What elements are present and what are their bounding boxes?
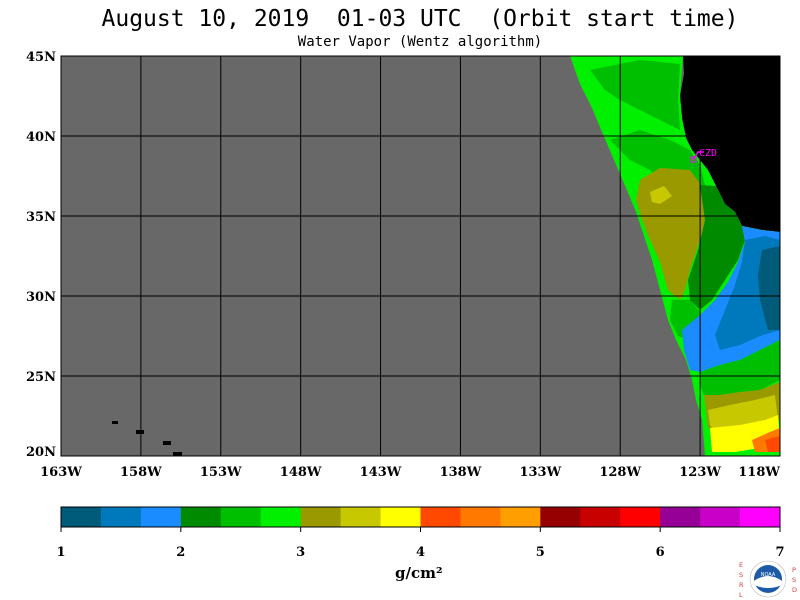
water-vapor-swath — [570, 56, 780, 456]
logo-letter-d: D — [792, 586, 797, 594]
lat-label: 25N — [26, 370, 56, 385]
colorbar-swatch — [180, 507, 222, 527]
map-subtitle: Water Vapor (Wentz algorithm) — [297, 34, 543, 50]
lat-label: 20N — [26, 445, 56, 460]
lat-label: 35N — [26, 210, 56, 225]
noaa-esrl-psd-logo: E S R L P S D NOAA — [739, 560, 797, 599]
lon-label: 143W — [360, 465, 402, 480]
logo-letter-e: E — [739, 561, 743, 569]
colorbar-swatch — [620, 507, 661, 527]
swath-green-lower — [700, 340, 780, 395]
logo-letter-s2: S — [792, 576, 796, 584]
colorbar-swatch — [740, 507, 781, 527]
esrl-letters: E S R L — [739, 561, 744, 599]
lon-label: 148W — [280, 465, 322, 480]
swath-green-north — [590, 60, 680, 130]
swath-dark-blue — [758, 246, 780, 330]
lon-label: 133W — [519, 465, 561, 480]
colorbar-tick-labels: 1 2 3 4 5 6 7 — [56, 527, 785, 560]
colorbar-tick-label: 4 — [416, 545, 425, 560]
colorbar-swatch — [340, 507, 382, 527]
logo-letter-l: L — [739, 591, 743, 599]
colorbar-tick-label: 7 — [775, 545, 784, 560]
lat-label: 45N — [26, 50, 56, 65]
station-label: CZD — [699, 148, 717, 159]
colorbar-swatch — [700, 507, 741, 527]
station-square — [690, 156, 697, 163]
lon-label: 138W — [440, 465, 482, 480]
lat-label: 30N — [26, 290, 56, 305]
colorbar-swatch — [61, 507, 102, 527]
colorbar-swatch — [540, 507, 581, 527]
colorbar-tick-label: 2 — [176, 545, 185, 560]
station-marker: CZD — [690, 148, 717, 163]
land-mass — [680, 56, 780, 232]
lon-label: 158W — [120, 465, 162, 480]
colorbar-swatch — [500, 507, 541, 527]
colorbar-swatch — [420, 507, 461, 527]
lon-label: 163W — [40, 465, 82, 480]
psd-letters: P S D — [792, 566, 797, 594]
colorbar-tick-label: 3 — [296, 545, 305, 560]
colorbar-tick-label: 5 — [536, 545, 545, 560]
longitude-labels: 163W 158W 153W 148W 143W 138W 133W 128W 123W 118W — [40, 465, 780, 480]
colorbar-swatch — [460, 507, 501, 527]
map-frame — [60, 55, 781, 457]
island-kauai — [112, 421, 118, 424]
noaa-emblem-text: NOAA — [761, 572, 776, 578]
map-title: August 10, 2019 01-03 UTC (Orbit start t… — [101, 6, 739, 32]
colorbar — [60, 506, 781, 528]
colorbar-unit: g/cm² — [395, 564, 443, 582]
colorbar-swatch — [580, 507, 621, 527]
noaa-emblem-bird — [754, 576, 782, 588]
lon-label: 123W — [679, 465, 721, 480]
latitude-labels: 45N 40N 35N 30N 25N 20N — [26, 50, 56, 460]
swath-red-orange — [765, 436, 780, 452]
lon-label: 118W — [738, 465, 780, 480]
lon-label: 128W — [599, 465, 641, 480]
logo-letter-s: S — [739, 571, 743, 579]
lon-label: 153W — [200, 465, 242, 480]
colorbar-tick-label: 6 — [656, 545, 665, 560]
swath-yellow-spot — [650, 186, 672, 204]
lat-label: 40N — [26, 130, 56, 145]
colorbar-swatch — [660, 507, 701, 527]
colorbar-tick-label: 1 — [56, 545, 65, 560]
island-oahu — [136, 430, 144, 434]
island-hawaii — [173, 452, 182, 456]
colorbar-swatch — [100, 507, 142, 527]
colorbar-swatch — [140, 507, 182, 527]
colorbar-swatch — [300, 507, 342, 527]
island-maui — [163, 441, 171, 445]
colorbar-swatch — [380, 507, 421, 527]
colorbar-swatch — [260, 507, 302, 527]
colorbar-swatch — [220, 507, 262, 527]
hawaiian-islands — [112, 421, 182, 456]
logo-letter-p: P — [792, 566, 796, 574]
logo-letter-r: R — [739, 581, 744, 589]
